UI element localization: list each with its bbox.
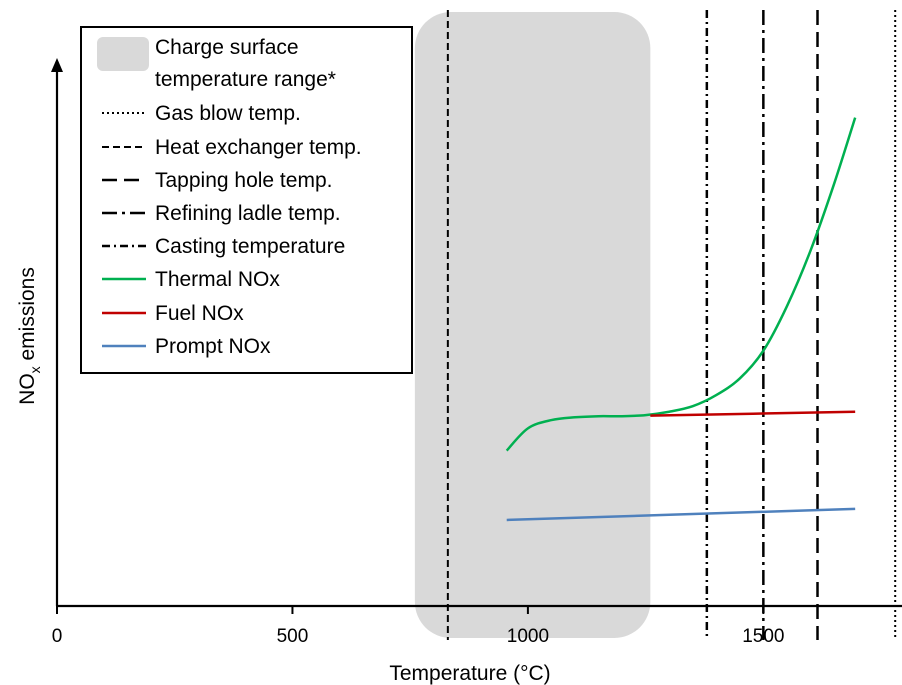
legend-swatch-band [97,37,149,71]
y-axis-title-subscript: x [27,366,43,373]
series-line-2 [506,507,856,522]
legend-label-4-0: Refining ladle temp. [155,202,341,225]
series-layer [505,117,857,522]
legend-label-8-0: Prompt NOx [155,335,271,358]
x-tick-label-3: 1500 [742,626,784,647]
axes [51,58,902,608]
y-axis-arrowhead [51,58,63,72]
legend-label-7-0: Fuel NOx [155,302,244,325]
x-tick-label-0: 0 [52,626,63,647]
legend-label-2-0: Heat exchanger temp. [155,136,362,159]
x-axis-title: Temperature (°C) [389,662,550,685]
legend-label-6-0: Thermal NOx [155,268,280,291]
legend-label-1-0: Gas blow temp. [155,102,301,125]
legend-box [80,26,413,374]
legend-label-3-0: Tapping hole temp. [155,169,332,192]
y-axis-title: NOx emissions [16,267,43,405]
vline-layer [446,10,897,640]
charge-surface-temperature-band [414,12,651,638]
x-tick-label-2: 1000 [507,626,549,647]
x-tick-layer: 0 500 1000 1500 [52,606,784,647]
series-line-0 [505,117,857,452]
legend: Charge surface temperature range* Gas blow… [80,26,413,374]
y-axis-title-main: NO [16,373,39,405]
x-tick-label-1: 500 [277,626,309,647]
band-layer [414,12,651,638]
legend-label-0-1: temperature range* [155,68,336,91]
legend-label-5-0: Casting temperature [155,235,345,258]
legend-label-0-0: Charge surface [155,36,299,59]
y-axis-title-rest: emissions [16,267,39,366]
series-line-1 [650,410,856,417]
